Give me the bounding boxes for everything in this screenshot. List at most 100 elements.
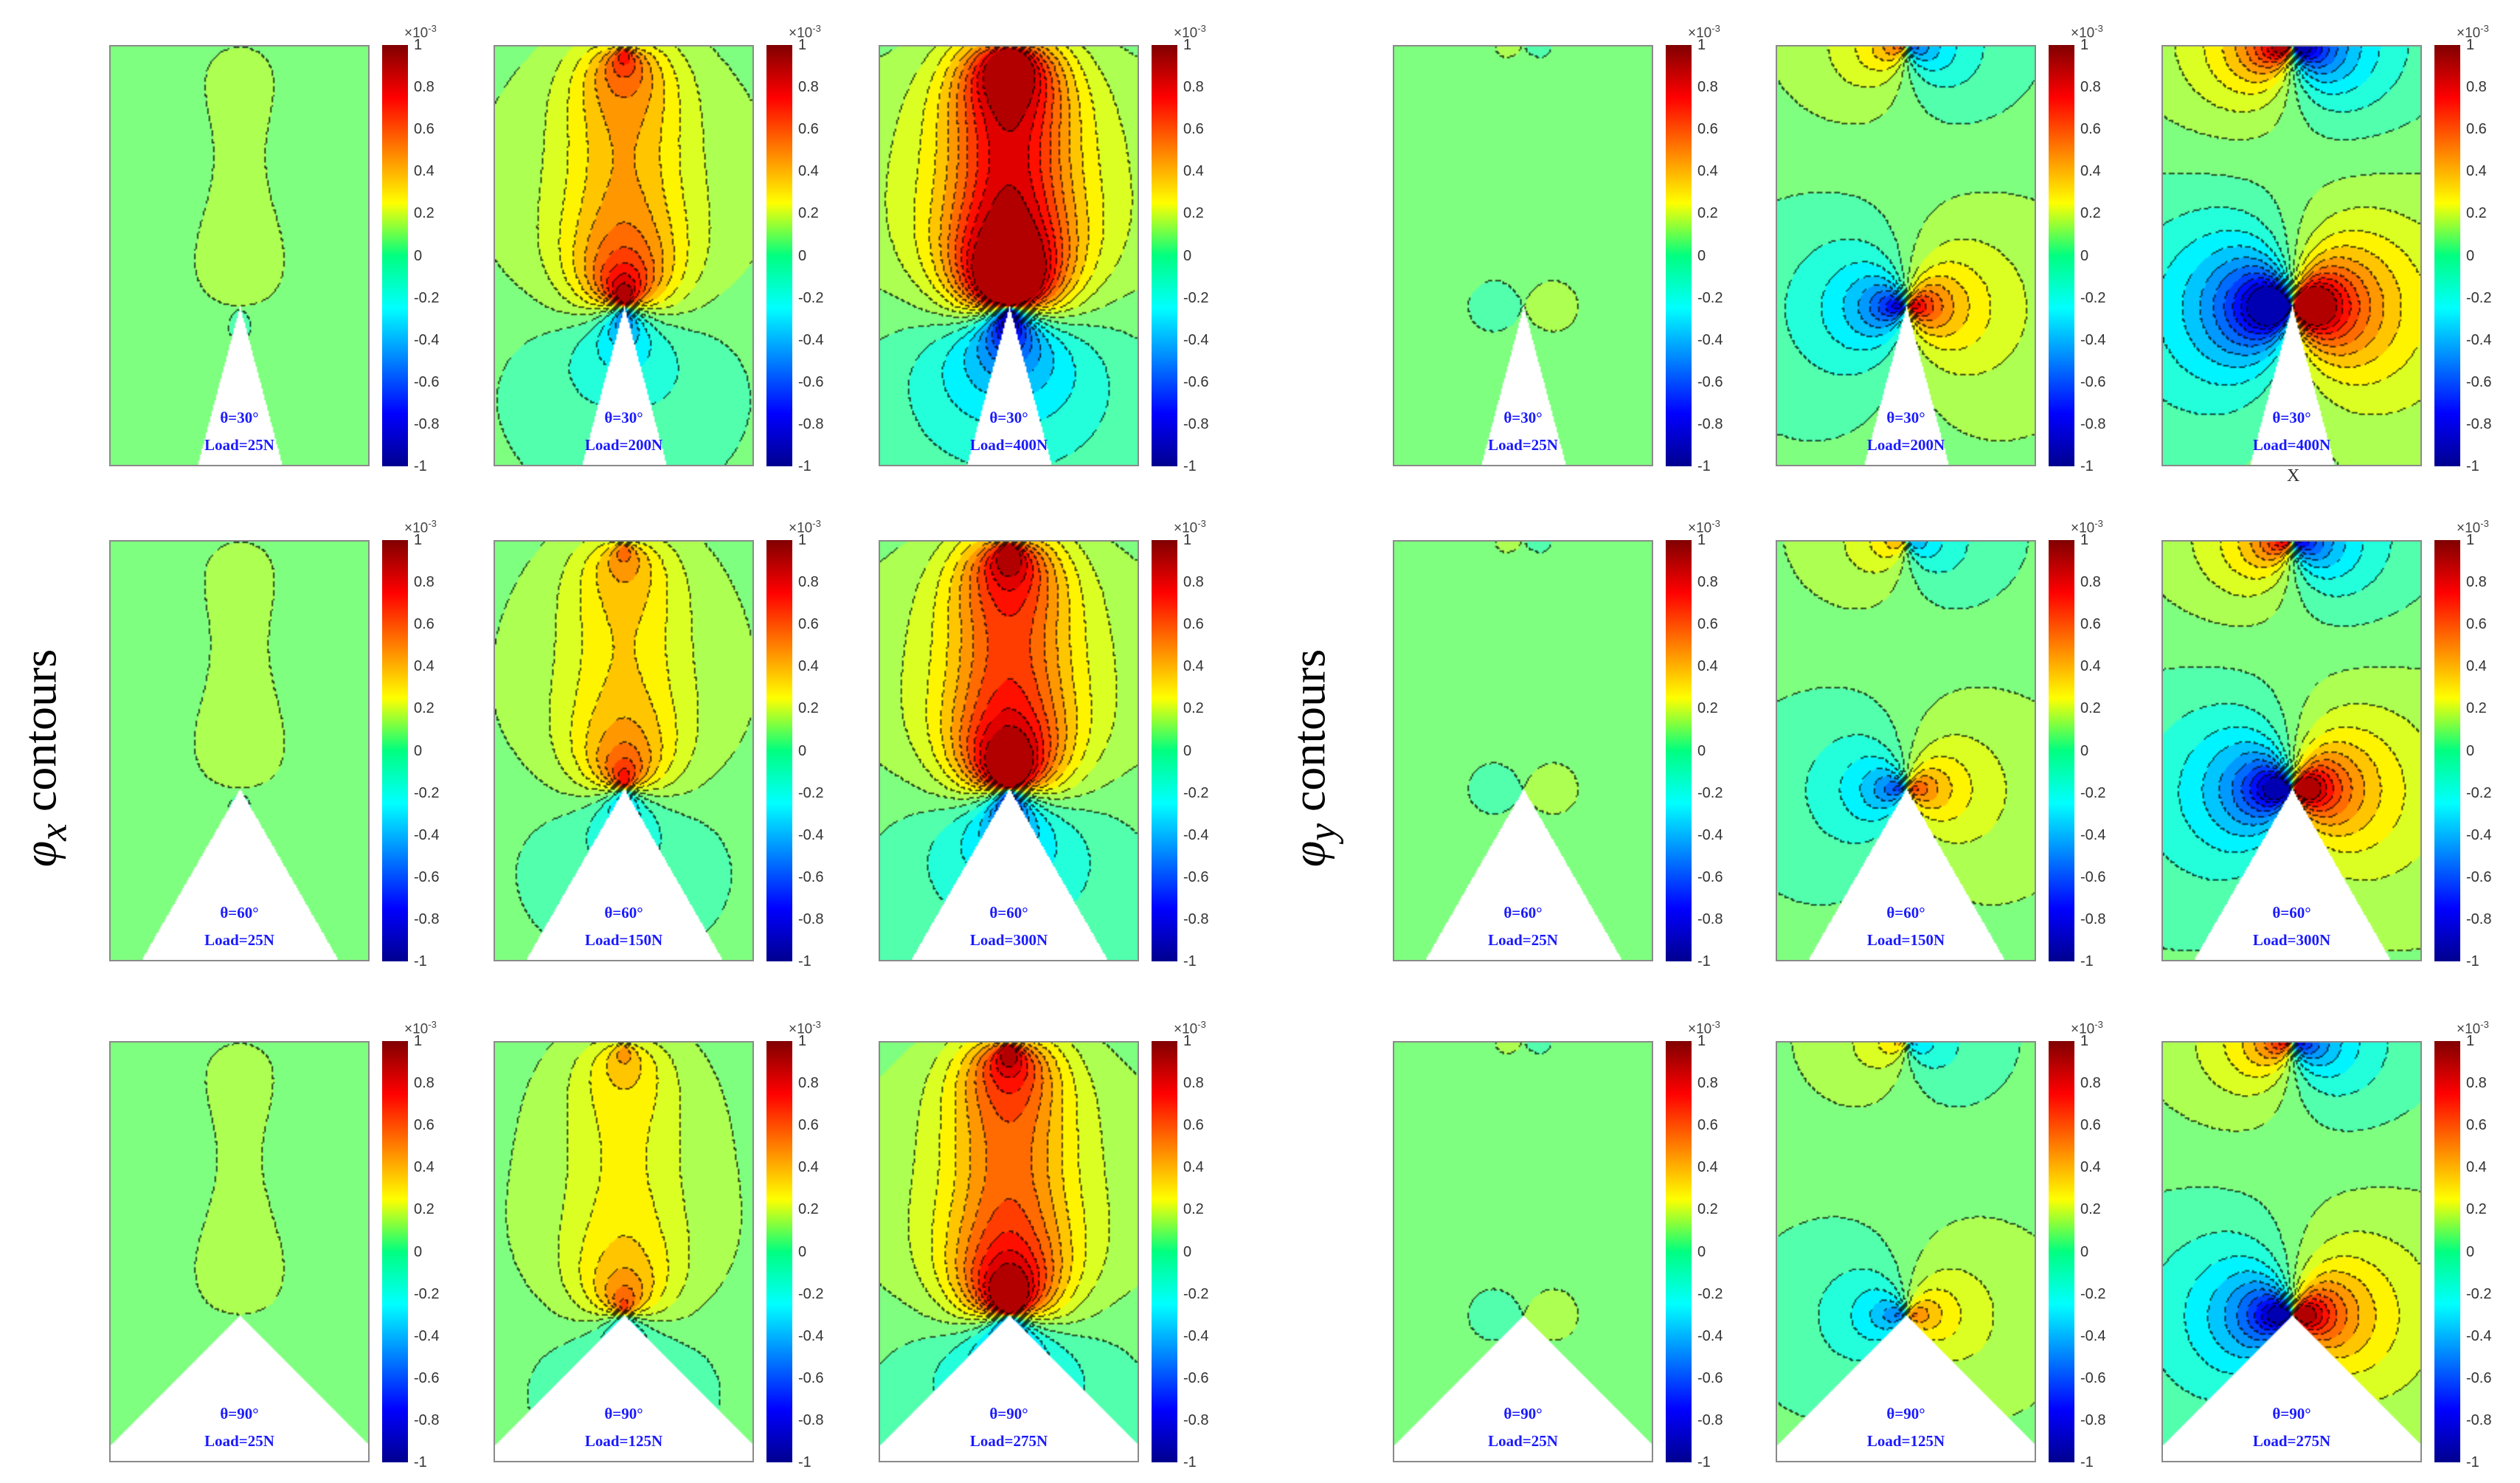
colorbar-tick-label: -0.6: [1183, 373, 1209, 390]
contour-panel: θ=30° Load=400N: [2161, 45, 2422, 466]
colorbar-tick-label: 0.2: [1697, 700, 1718, 717]
colorbar: [766, 1041, 792, 1462]
colorbar-tick-label: -0.4: [2080, 331, 2106, 348]
colorbar-tick-label: 1: [798, 1033, 807, 1049]
colorbar-tick-label: -0.6: [2080, 373, 2106, 390]
multiplier-text: ×10: [1688, 520, 1712, 536]
exponent-text: -3: [428, 1019, 437, 1030]
colorbar-tick-label: 0.4: [1183, 163, 1204, 180]
colorbar-tick-label: -0.2: [1183, 1285, 1209, 1302]
theta-label: θ=60°: [1886, 904, 1925, 922]
colorbar-multiplier: ×10-3: [404, 23, 437, 41]
colorbar-multiplier: ×10-3: [404, 1019, 437, 1037]
load-label: Load=275N: [2252, 1432, 2331, 1451]
colorbar-tick-label: 0.4: [1183, 658, 1204, 675]
contour-field: [880, 542, 1138, 960]
colorbar-tick-label: 0.2: [1183, 1201, 1204, 1218]
multiplier-text: ×10: [2071, 520, 2095, 536]
multiplier-text: ×10: [1174, 520, 1198, 536]
colorbar-multiplier: ×10-3: [2071, 518, 2103, 536]
colorbar: [2049, 540, 2074, 961]
colorbar-tick-label: 0.8: [798, 574, 819, 591]
colorbar-tick-label: 0: [1697, 247, 1706, 264]
load-label: Load=300N: [2252, 931, 2331, 950]
colorbar-multiplier: ×10-3: [2457, 23, 2489, 41]
colorbar-tick-label: -0.8: [1697, 415, 1723, 432]
colorbar: [1152, 1041, 1177, 1462]
contour-panel: θ=30° Load=200N: [494, 45, 754, 466]
theta-label: θ=30°: [989, 409, 1028, 427]
contour-field: [1394, 46, 1652, 465]
colorbar-tick-label: 1: [414, 1033, 423, 1049]
colorbar-tick-label: -0.6: [414, 1369, 440, 1386]
x-axis-label: X: [2287, 466, 2300, 485]
contour-panel: θ=90° Load=125N: [494, 1041, 754, 1462]
colorbar-tick-label: -0.8: [414, 1411, 440, 1428]
contour-field: [2163, 542, 2420, 960]
theta-label: θ=60°: [1503, 904, 1543, 922]
contour-panel: θ=30° Load=200N: [1776, 45, 2036, 466]
colorbar-tick-label: 1: [798, 37, 807, 53]
load-label: Load=125N: [584, 1432, 663, 1451]
load-label: Load=200N: [584, 436, 663, 454]
colorbar-tick-label: -1: [1183, 458, 1197, 474]
multiplier-text: ×10: [2457, 25, 2481, 41]
colorbar-tick-label: -0.8: [1183, 1411, 1209, 1428]
colorbar-multiplier: ×10-3: [2071, 23, 2103, 41]
colorbar-tick-label: 0.2: [2466, 700, 2487, 717]
load-label: Load=25N: [204, 1432, 274, 1451]
colorbar-tick-label: 0.4: [414, 1159, 435, 1176]
theta-label: θ=90°: [2272, 1405, 2311, 1423]
colorbar-tick-label: 0.4: [1183, 1159, 1204, 1176]
contour-field: [2163, 1043, 2420, 1461]
colorbar-tick-label: 1: [414, 37, 423, 53]
exponent-text: -3: [1711, 518, 1720, 529]
load-label: Load=125N: [1866, 1432, 1945, 1451]
colorbar-tick-label: 0.2: [1697, 1201, 1718, 1218]
contour-field: [880, 1043, 1138, 1461]
load-label: Load=25N: [204, 931, 274, 950]
exponent-text: -3: [2480, 23, 2489, 34]
load-label: Load=400N: [969, 436, 1048, 454]
exponent-text: -3: [1197, 518, 1206, 529]
multiplier-text: ×10: [404, 1021, 429, 1037]
phi-y-contours-label: φy contours: [1282, 647, 1345, 868]
exponent-text: -3: [1197, 23, 1206, 34]
colorbar-tick-label: -1: [414, 953, 427, 969]
colorbar-tick-label: 0.8: [2080, 1075, 2101, 1092]
colorbar-tick-label: 0.6: [1697, 1117, 1718, 1134]
colorbar-tick-label: 0: [414, 742, 423, 759]
colorbar-tick-label: -1: [798, 458, 811, 474]
colorbar-multiplier: ×10-3: [789, 1019, 821, 1037]
contour-field: [111, 46, 368, 465]
colorbar-tick-label: 1: [1183, 1033, 1192, 1049]
colorbar-tick-label: -0.4: [1183, 331, 1209, 348]
contour-field: [1777, 1043, 2035, 1461]
colorbar-tick-label: -0.2: [1697, 1285, 1723, 1302]
exponent-text: -3: [812, 1019, 821, 1030]
colorbar-tick-label: 0.2: [1183, 700, 1204, 717]
colorbar-multiplier: ×10-3: [404, 518, 437, 536]
colorbar-tick-label: 0: [1183, 247, 1192, 264]
colorbar-multiplier: ×10-3: [2457, 518, 2489, 536]
contour-panel: θ=60° Load=150N: [494, 540, 754, 961]
colorbar-tick-label: 0: [1183, 1243, 1192, 1260]
contour-field: [1777, 46, 2035, 465]
colorbar-tick-label: -0.6: [2080, 1369, 2106, 1386]
theta-label: θ=90°: [1886, 1405, 1925, 1423]
theta-label: θ=90°: [1503, 1405, 1543, 1423]
colorbar-tick-label: -0.2: [414, 1285, 440, 1302]
colorbar-tick-label: 0: [414, 247, 423, 264]
colorbar-tick-label: 1: [1697, 37, 1706, 53]
multiplier-text: ×10: [789, 1021, 813, 1037]
exponent-text: -3: [812, 518, 821, 529]
multiplier-text: ×10: [1688, 1021, 1712, 1037]
colorbar: [2434, 45, 2460, 466]
colorbar-tick-label: -0.6: [1697, 373, 1723, 390]
colorbar-tick-label: 0.6: [1697, 616, 1718, 633]
contour-panel: θ=90° Load=275N: [879, 1041, 1139, 1462]
colorbar: [382, 1041, 408, 1462]
colorbar-tick-label: 0: [2466, 742, 2475, 759]
theta-label: θ=90°: [604, 1405, 643, 1423]
contour-panel: θ=30° Load=25N: [109, 45, 370, 466]
